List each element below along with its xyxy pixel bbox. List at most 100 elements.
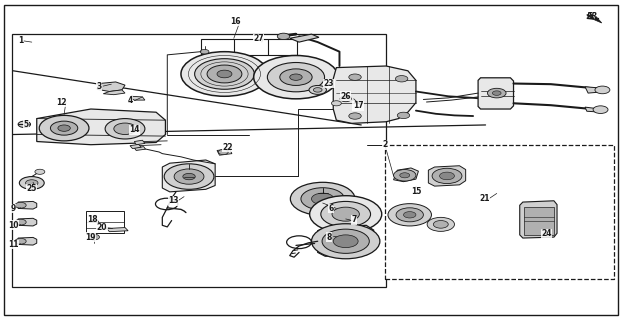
Polygon shape	[429, 166, 465, 186]
Polygon shape	[135, 140, 145, 145]
Polygon shape	[520, 201, 557, 238]
Polygon shape	[18, 218, 37, 226]
Text: 8: 8	[326, 233, 331, 242]
Bar	[524, 207, 554, 235]
Circle shape	[15, 238, 26, 244]
Text: 19: 19	[85, 233, 96, 242]
Polygon shape	[18, 201, 37, 209]
Text: 17: 17	[353, 101, 363, 110]
Text: 5: 5	[23, 120, 28, 129]
Circle shape	[35, 169, 45, 174]
Text: 26: 26	[340, 92, 351, 101]
Text: 12: 12	[56, 98, 67, 107]
Circle shape	[322, 229, 369, 253]
Polygon shape	[594, 17, 602, 23]
Circle shape	[432, 168, 462, 184]
Circle shape	[397, 112, 410, 119]
Polygon shape	[97, 82, 125, 92]
Circle shape	[313, 88, 322, 92]
Text: 25: 25	[27, 184, 37, 193]
Polygon shape	[217, 149, 232, 155]
Polygon shape	[585, 87, 607, 93]
Polygon shape	[318, 225, 374, 256]
Circle shape	[349, 74, 361, 80]
Circle shape	[218, 149, 228, 155]
Circle shape	[164, 164, 214, 189]
Text: 10: 10	[8, 221, 18, 230]
Circle shape	[254, 55, 338, 99]
Circle shape	[174, 169, 204, 184]
Circle shape	[394, 170, 416, 181]
Circle shape	[15, 202, 26, 208]
Circle shape	[26, 180, 38, 186]
Circle shape	[310, 196, 382, 233]
Circle shape	[290, 74, 302, 80]
Polygon shape	[37, 109, 166, 145]
Circle shape	[280, 69, 312, 85]
Polygon shape	[103, 90, 125, 95]
Circle shape	[194, 59, 254, 89]
Text: 11: 11	[8, 240, 18, 249]
Circle shape	[181, 52, 268, 96]
Text: 3: 3	[97, 82, 102, 91]
Circle shape	[593, 106, 608, 114]
Circle shape	[340, 96, 351, 102]
Circle shape	[312, 193, 334, 204]
Text: 27: 27	[254, 35, 264, 44]
Polygon shape	[135, 147, 146, 150]
Bar	[385, 145, 614, 278]
Circle shape	[332, 207, 359, 221]
Circle shape	[400, 173, 410, 178]
Circle shape	[492, 91, 501, 95]
Text: 18: 18	[87, 215, 98, 224]
Circle shape	[50, 121, 78, 135]
Circle shape	[427, 217, 454, 231]
Circle shape	[277, 33, 290, 40]
Circle shape	[207, 65, 242, 83]
Polygon shape	[130, 144, 141, 148]
Text: 24: 24	[541, 229, 552, 238]
Circle shape	[105, 119, 145, 139]
Polygon shape	[107, 228, 128, 232]
Text: 13: 13	[168, 196, 179, 205]
Circle shape	[58, 125, 70, 131]
Bar	[87, 211, 124, 233]
Circle shape	[267, 62, 325, 92]
Circle shape	[15, 219, 26, 225]
Circle shape	[349, 113, 361, 119]
Bar	[201, 39, 297, 55]
Polygon shape	[333, 66, 416, 123]
Circle shape	[290, 182, 355, 215]
Circle shape	[434, 220, 449, 228]
Circle shape	[404, 212, 416, 218]
Polygon shape	[290, 34, 319, 42]
Text: 22: 22	[222, 143, 233, 152]
Polygon shape	[478, 78, 513, 109]
Polygon shape	[130, 96, 145, 100]
Text: 4: 4	[127, 96, 133, 105]
Text: 1: 1	[19, 36, 24, 45]
Circle shape	[595, 86, 610, 94]
Circle shape	[388, 204, 432, 226]
Polygon shape	[18, 237, 37, 245]
Circle shape	[440, 172, 454, 180]
Circle shape	[88, 234, 100, 240]
Circle shape	[183, 173, 195, 180]
Polygon shape	[585, 107, 602, 112]
Text: 6: 6	[329, 204, 334, 213]
Circle shape	[321, 201, 371, 227]
Circle shape	[396, 76, 408, 82]
Text: 21: 21	[479, 194, 490, 204]
Text: 15: 15	[411, 188, 421, 196]
Polygon shape	[394, 168, 419, 182]
Text: 16: 16	[231, 17, 241, 26]
Circle shape	[200, 50, 209, 54]
Circle shape	[312, 224, 380, 259]
Circle shape	[18, 121, 31, 127]
Circle shape	[309, 85, 326, 94]
Circle shape	[331, 101, 341, 106]
Circle shape	[396, 208, 424, 222]
Text: 2: 2	[383, 140, 388, 149]
Circle shape	[301, 188, 345, 210]
Circle shape	[39, 116, 89, 141]
